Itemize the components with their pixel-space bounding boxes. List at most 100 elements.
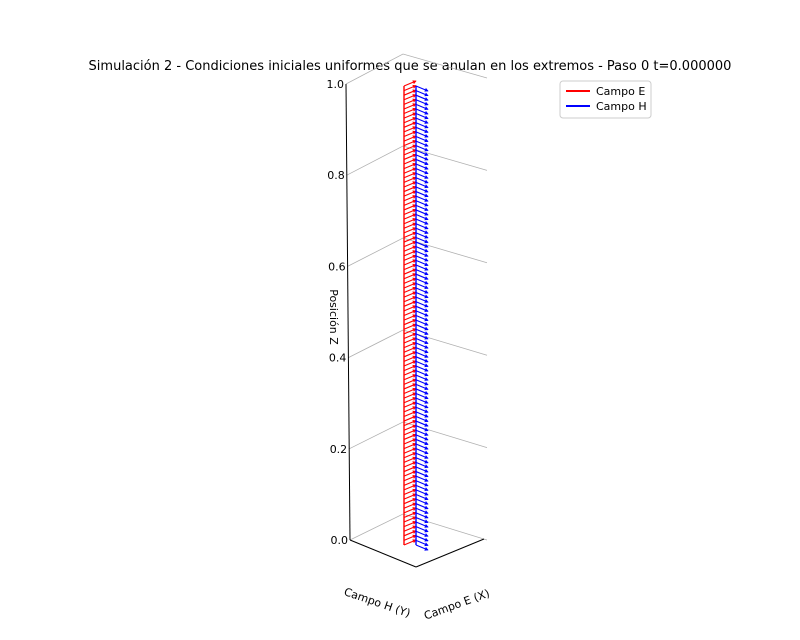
quiver-arrow <box>415 172 429 179</box>
quiver-arrow <box>415 461 429 469</box>
quiver-arrow <box>415 218 429 225</box>
quiver-arrow <box>415 475 429 482</box>
quiver-arrow <box>415 337 429 345</box>
quiver-arrow <box>403 80 417 87</box>
quiver-arrow <box>415 360 429 368</box>
quiver-arrow <box>415 526 429 533</box>
quiver-arrow <box>403 429 417 436</box>
quiver-arrow <box>415 168 429 175</box>
quiver-arrow <box>403 520 417 528</box>
z-gridline <box>345 53 488 85</box>
quiver-arrow <box>403 190 417 197</box>
quiver-arrow <box>415 324 429 331</box>
quiver-arrow <box>415 438 429 446</box>
quiver-arrow <box>403 378 417 385</box>
quiver-arrow <box>415 232 429 239</box>
quiver-arrow <box>415 209 429 216</box>
quiver-arrow <box>415 103 429 111</box>
quiver-arrow <box>415 200 429 207</box>
quiver-arrow <box>403 516 417 523</box>
quiver-arrow <box>403 341 417 349</box>
quiver-arrow <box>403 392 417 399</box>
quiver-arrow <box>403 456 417 463</box>
quiver-arrow <box>415 333 429 340</box>
quiver-arrow <box>415 544 429 551</box>
quiver-arrow <box>403 158 417 165</box>
z-gridline <box>346 145 488 176</box>
quiver-arrow <box>403 419 417 427</box>
quiver-arrow <box>403 135 417 142</box>
quiver-arrow <box>415 342 429 349</box>
chart-title: Simulación 2 - Condiciones iniciales uni… <box>89 59 732 74</box>
quiver-arrow <box>403 360 417 367</box>
quiver-arrow <box>415 466 429 473</box>
z-tick-label: 0.0 <box>331 534 349 547</box>
quiver-arrow <box>415 278 429 285</box>
quiver-arrow <box>403 98 417 105</box>
x-axis-line <box>415 538 485 568</box>
quiver-arrow <box>415 457 429 464</box>
quiver-arrow <box>415 530 429 537</box>
quiver-arrow <box>415 135 429 143</box>
quiver-arrow <box>403 149 417 156</box>
quiver-arrow <box>415 287 429 294</box>
legend-label-campo-e: Campo E <box>596 85 645 98</box>
quiver-arrow <box>415 328 429 335</box>
quiver-arrow <box>415 539 429 547</box>
quiver-arrow <box>415 214 429 221</box>
quiver-arrow <box>403 438 417 445</box>
quiver-arrow <box>403 318 417 326</box>
quiver-arrow <box>403 167 417 174</box>
z-tick-label: 0.4 <box>329 352 347 365</box>
quiver-arrow <box>403 369 417 376</box>
z-gridlines <box>345 53 488 541</box>
quiver-arrow <box>415 484 429 492</box>
quiver-arrow <box>415 406 429 413</box>
quiver-arrow <box>403 213 417 220</box>
quiver-arrow <box>415 158 429 166</box>
quiver-arrow <box>415 402 429 409</box>
quiver-arrow <box>403 181 417 188</box>
quiver-arrow <box>403 507 417 514</box>
quiver-arrow <box>415 443 429 450</box>
quiver-arrow <box>415 117 429 124</box>
quiver-arrow <box>415 177 429 184</box>
quiver-arrow <box>415 388 429 395</box>
quiver-arrow <box>415 140 429 147</box>
series-campo-h-arrows <box>415 85 429 551</box>
z-tick-label: 0.8 <box>327 169 345 182</box>
quiver-arrow <box>415 301 429 308</box>
quiver-arrow <box>415 186 429 193</box>
quiver-arrow <box>415 393 429 400</box>
quiver-arrow <box>403 117 417 124</box>
quiver-arrow <box>403 415 417 422</box>
quiver-arrow <box>415 227 429 234</box>
quiver-arrow <box>415 425 429 432</box>
quiver-arrow <box>415 94 429 101</box>
quiver-arrow <box>415 434 429 441</box>
quiver-arrow <box>403 534 417 541</box>
quiver-arrow <box>415 480 429 487</box>
quiver-arrow <box>415 452 429 459</box>
quiver-arrow <box>403 240 417 248</box>
quiver-arrow <box>415 246 429 253</box>
quiver-arrow <box>403 144 417 151</box>
quiver-arrow <box>415 415 429 423</box>
quiver-arrow <box>415 471 429 478</box>
quiver-arrow <box>415 489 429 496</box>
quiver-arrow <box>403 461 417 468</box>
quiver-arrow <box>415 383 429 391</box>
z-gridline <box>348 329 488 358</box>
quiver-arrow <box>403 185 417 193</box>
quiver-arrow <box>415 145 429 152</box>
x-axis-label: Campo E (X) <box>422 587 491 623</box>
quiver-arrow <box>403 259 417 266</box>
quiver-arrow <box>415 282 429 290</box>
quiver-arrow <box>415 498 429 505</box>
quiver-arrow <box>415 195 429 202</box>
quiver-arrow <box>415 411 429 418</box>
quiver-arrow <box>415 181 429 189</box>
quiver-arrow <box>403 199 417 206</box>
quiver-arrow <box>415 241 429 248</box>
quiver-arrow <box>415 429 429 436</box>
